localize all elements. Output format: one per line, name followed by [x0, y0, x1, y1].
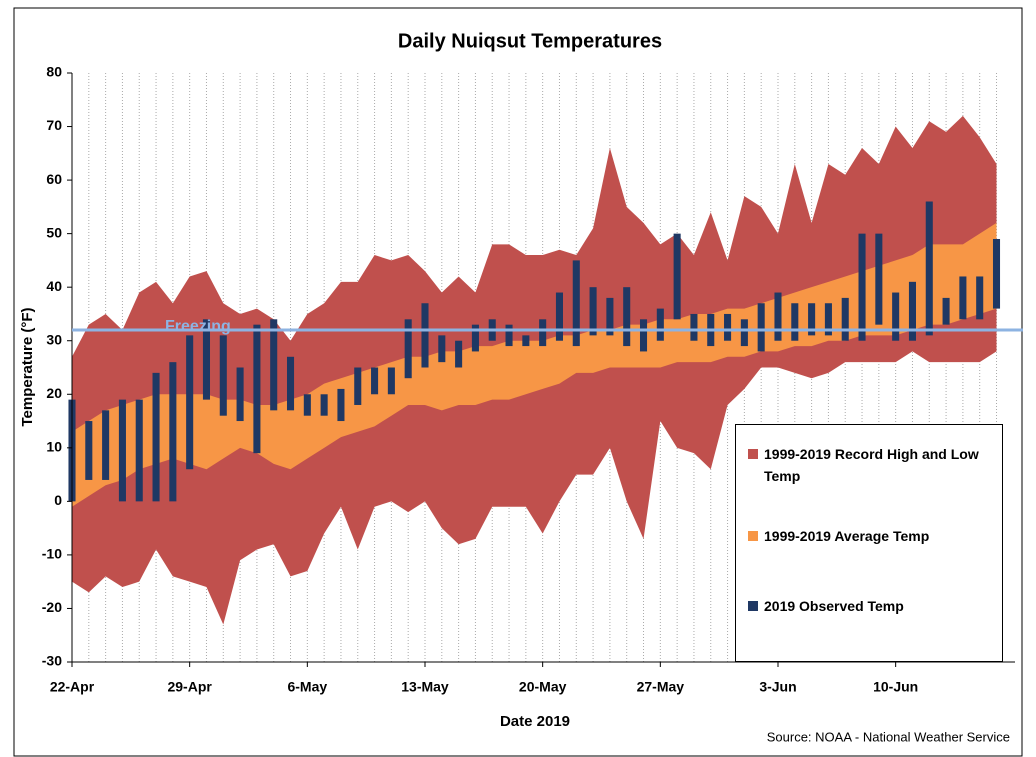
x-tick-label: 6-May: [287, 679, 327, 695]
y-tick-label: 60: [46, 171, 62, 187]
bar: [992, 238, 1001, 309]
bar: [757, 303, 765, 352]
y-tick-label: 80: [46, 64, 62, 80]
bar: [690, 313, 698, 341]
x-tick-label: 27-May: [637, 679, 685, 695]
bar: [455, 340, 463, 368]
bar: [270, 319, 278, 411]
y-tick-label: 70: [46, 117, 62, 133]
x-tick-label: 20-May: [519, 679, 567, 695]
chart-title: Daily Nuiqsut Temperatures: [398, 30, 662, 52]
x-axis-label: Date 2019: [500, 713, 570, 730]
bar: [505, 324, 513, 347]
bar: [371, 367, 379, 395]
chart-frame: [13, 7, 1023, 757]
bar: [152, 372, 160, 502]
bar: [724, 313, 732, 341]
bar: [404, 319, 412, 379]
y-tick-label: -10: [42, 546, 62, 562]
y-axis-label: Temperature (°F): [19, 307, 36, 426]
bar: [337, 388, 345, 422]
legend-item: 1999-2019 Average Temp: [748, 525, 998, 547]
bar: [589, 287, 597, 336]
bar: [824, 303, 832, 336]
bar: [471, 324, 479, 352]
legend-item: 1999-2019 Record High and Low Temp: [748, 443, 998, 487]
bar: [673, 233, 681, 320]
bar: [942, 297, 950, 325]
legend-label: 1999-2019 Average Temp: [764, 528, 930, 544]
bar: [740, 319, 748, 347]
bar: [118, 399, 126, 502]
bar: [202, 319, 211, 400]
bar: [841, 297, 849, 341]
bar: [85, 421, 93, 480]
bar: [320, 394, 328, 416]
legend-item: 2019 Observed Temp: [748, 595, 998, 617]
bar: [539, 319, 547, 347]
legend-swatch: [748, 601, 758, 611]
y-tick-label: -30: [42, 653, 62, 669]
bar: [135, 399, 143, 502]
bar: [219, 335, 227, 416]
plot: [68, 73, 1001, 662]
y-tick-label: 50: [46, 224, 62, 240]
bar: [438, 335, 446, 363]
bar: [925, 201, 933, 336]
bar: [555, 292, 563, 341]
x-tick-label: 10-Jun: [873, 679, 918, 695]
bar: [387, 367, 395, 395]
x-tick-label: 13-May: [401, 679, 449, 695]
bar: [186, 335, 194, 470]
bar: [421, 303, 429, 368]
bar: [959, 276, 967, 320]
bar: [656, 308, 664, 341]
legend-label: 1999-2019 Record High and Low Temp: [764, 446, 979, 484]
x-tick-label: 3-Jun: [759, 679, 796, 695]
y-tick-label: 40: [46, 278, 62, 294]
bar: [354, 367, 362, 405]
y-tick-label: -20: [42, 599, 62, 615]
bar: [623, 287, 631, 347]
y-tick-label: 20: [46, 385, 62, 401]
source: Source: NOAA - National Weather Service: [767, 729, 1010, 744]
legend-swatch: [748, 449, 758, 459]
bar: [236, 367, 244, 422]
range-area: [72, 222, 997, 507]
x-tick-label: 22-Apr: [50, 679, 95, 695]
x-tick-label: 29-Apr: [167, 679, 212, 695]
legend-swatch: [748, 531, 758, 541]
bar: [606, 297, 614, 336]
bar: [892, 292, 900, 341]
bar: [572, 260, 580, 347]
bar: [808, 303, 816, 336]
bar: [858, 233, 866, 341]
bar: [875, 233, 883, 325]
bar: [253, 324, 261, 454]
bar: [976, 276, 984, 320]
y-tick-label: 30: [46, 331, 62, 347]
bar: [286, 356, 295, 411]
y-tick-label: 0: [54, 492, 62, 508]
y-tick-label: 10: [46, 439, 62, 455]
bar: [303, 394, 311, 416]
legend: 1999-2019 Record High and Low Temp 1999-2…: [735, 424, 1003, 662]
bar: [102, 410, 110, 480]
freezing-label: Freezing: [165, 318, 231, 335]
bar: [169, 362, 177, 502]
bar: [791, 303, 799, 341]
bar: [639, 319, 648, 352]
bar: [908, 281, 916, 341]
bar: [774, 292, 782, 341]
bar: [522, 335, 530, 347]
legend-label: 2019 Observed Temp: [764, 598, 904, 614]
